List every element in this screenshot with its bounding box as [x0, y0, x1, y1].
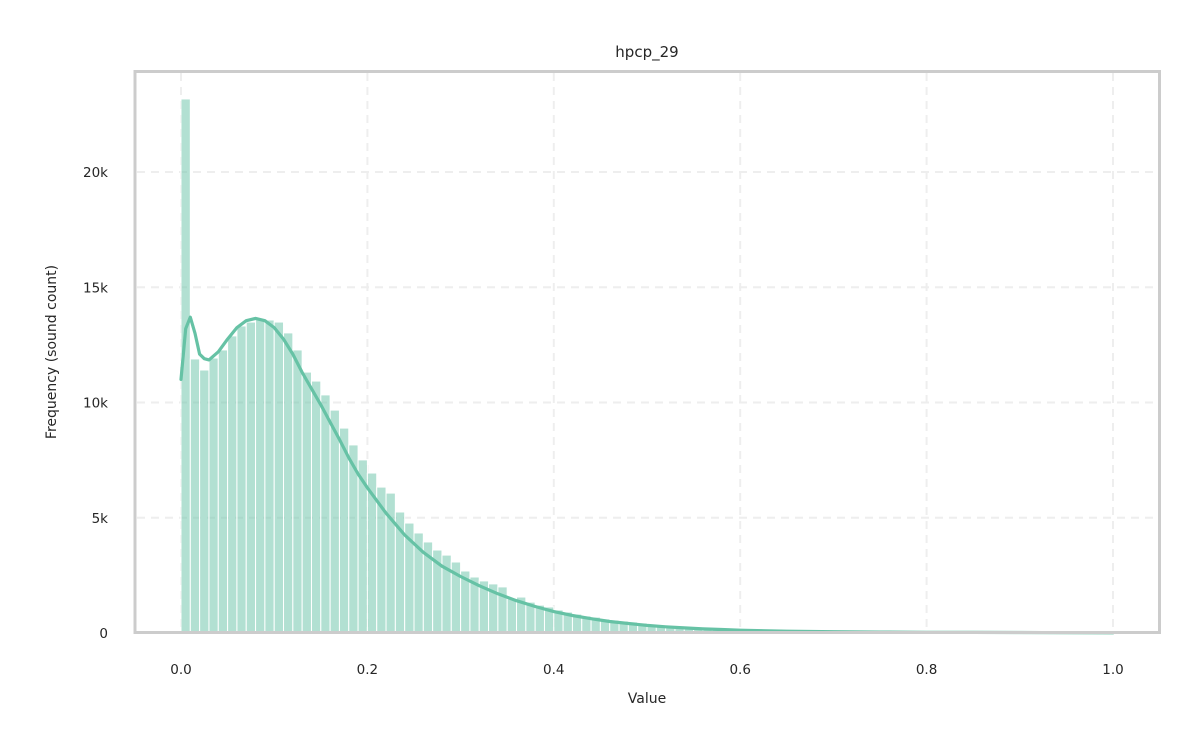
histogram-bar	[217, 349, 229, 634]
y-axis-label: Frequency (sound count)	[44, 265, 60, 439]
histogram-bar	[338, 427, 350, 634]
x-axis-ticks: 0.0 0.2 0.4 0.6 0.8 1.0	[170, 662, 1123, 678]
histogram-bar	[227, 335, 238, 634]
y-tick-label: 5k	[92, 511, 109, 527]
kde-curve	[179, 315, 1115, 635]
histogram-bar	[506, 598, 518, 634]
x-tick-label: 0.0	[170, 662, 191, 678]
y-axis-ticks: 0 5k 10k 15k 20k	[83, 165, 108, 642]
histogram-bars	[180, 98, 1114, 634]
histogram-bar	[199, 369, 210, 634]
plot-frame	[133, 70, 1161, 634]
y-tick-label: 10k	[83, 396, 108, 412]
chart-title: hpcp_29	[615, 43, 678, 62]
histogram-bar	[245, 321, 257, 634]
histogram-bar	[264, 319, 275, 634]
y-tick-label: 20k	[83, 165, 108, 181]
x-tick-label: 0.6	[729, 662, 750, 678]
histogram-bar	[236, 325, 247, 634]
histogram-bar	[208, 357, 219, 634]
histogram-bar	[329, 409, 340, 634]
y-tick-label: 0	[99, 626, 108, 642]
histogram-bar	[320, 394, 331, 634]
y-tick-label: 15k	[83, 280, 108, 296]
histogram-bar	[301, 371, 312, 634]
x-tick-label: 0.4	[543, 662, 564, 678]
histogram-bar	[273, 321, 285, 634]
histogram-bar	[292, 349, 303, 634]
histogram-bar	[255, 318, 266, 634]
histogram-bar	[189, 358, 201, 634]
histogram-bar	[310, 380, 322, 634]
x-tick-label: 0.2	[357, 662, 378, 678]
x-axis-label: Value	[628, 691, 666, 707]
x-tick-label: 0.8	[916, 662, 937, 678]
histogram-bar	[283, 332, 294, 634]
x-tick-label: 1.0	[1102, 662, 1123, 678]
